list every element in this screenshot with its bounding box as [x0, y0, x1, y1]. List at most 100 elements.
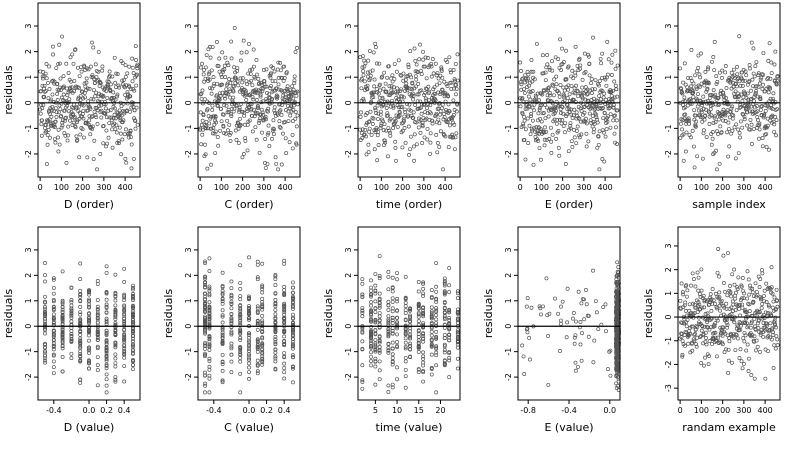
data-point [274, 161, 279, 166]
data-point [291, 346, 295, 351]
data-point [533, 93, 538, 98]
x-tick-label: 100 [374, 183, 389, 192]
data-point [532, 77, 537, 82]
data-point [760, 302, 765, 306]
data-point [207, 121, 212, 126]
data-point [122, 132, 127, 137]
data-point [704, 336, 709, 340]
data-point [764, 281, 769, 286]
data-point [238, 263, 243, 268]
data-point [560, 299, 565, 304]
data-point [239, 50, 244, 55]
data-point [399, 73, 404, 78]
data-point [543, 78, 548, 83]
data-point [610, 52, 615, 57]
data-point [393, 139, 398, 144]
data-point [536, 125, 541, 130]
data-point [247, 303, 251, 308]
data-point [269, 84, 274, 88]
data-point [600, 51, 605, 56]
data-point [381, 86, 386, 91]
data-point [701, 106, 706, 111]
data-point [90, 126, 95, 131]
data-point [361, 69, 366, 74]
data-point [121, 118, 126, 123]
data-point [203, 142, 207, 147]
data-point [368, 109, 373, 114]
data-point [541, 71, 546, 76]
data-point [455, 78, 460, 83]
data-point [427, 98, 431, 103]
data-point [56, 62, 61, 67]
data-point [379, 109, 383, 114]
y-tick-label: -1 [504, 348, 513, 356]
data-point [430, 118, 435, 123]
data-point [102, 99, 107, 104]
data-point [399, 87, 404, 92]
data-point [764, 145, 769, 150]
data-point [52, 123, 57, 128]
data-point [614, 125, 618, 130]
data-point [523, 106, 528, 111]
data-point [95, 282, 100, 286]
data-point [238, 297, 243, 302]
data-point [91, 88, 96, 92]
data-point [408, 49, 413, 54]
data-point [435, 141, 440, 145]
data-point [262, 79, 267, 84]
data-point [522, 90, 527, 95]
data-point [689, 84, 694, 89]
data-point [565, 106, 570, 111]
data-point [208, 86, 213, 91]
data-point [250, 83, 255, 88]
data-point [442, 115, 447, 120]
data-point [226, 92, 231, 97]
data-point [416, 280, 421, 284]
data-point [769, 71, 774, 76]
data-point [721, 118, 726, 123]
data-point [260, 287, 265, 291]
data-point [594, 112, 598, 117]
data-point [52, 79, 57, 84]
data-point [369, 132, 374, 137]
data-point [540, 92, 545, 97]
data-point [382, 122, 387, 127]
data-point [708, 292, 713, 297]
data-point [761, 334, 766, 339]
data-point [221, 131, 226, 136]
data-point [61, 92, 66, 97]
data-point [122, 364, 127, 368]
data-point [744, 348, 749, 353]
data-point [56, 127, 61, 132]
data-point [594, 115, 599, 120]
data-point [254, 57, 259, 62]
data-point [105, 141, 110, 146]
data-point [39, 122, 44, 127]
data-point [201, 68, 206, 72]
data-point [589, 120, 594, 125]
data-point [558, 318, 563, 323]
data-point [768, 96, 773, 101]
data-point [396, 58, 401, 63]
data-point [75, 120, 80, 124]
data-point [455, 289, 460, 294]
data-point [53, 106, 58, 111]
data-point [360, 363, 365, 368]
data-point [117, 108, 122, 113]
data-point [134, 83, 139, 88]
data-point [113, 317, 118, 322]
data-point [569, 112, 574, 117]
data-point [276, 82, 281, 87]
data-point [530, 89, 535, 94]
data-point [425, 56, 430, 60]
data-point [238, 286, 243, 291]
data-point [361, 73, 366, 78]
y-tick-label: 1 [504, 75, 513, 80]
data-point [608, 373, 613, 378]
data-point [282, 120, 287, 125]
data-point [369, 354, 373, 359]
data-point [113, 298, 118, 303]
data-point [68, 118, 73, 123]
data-point [436, 117, 441, 122]
